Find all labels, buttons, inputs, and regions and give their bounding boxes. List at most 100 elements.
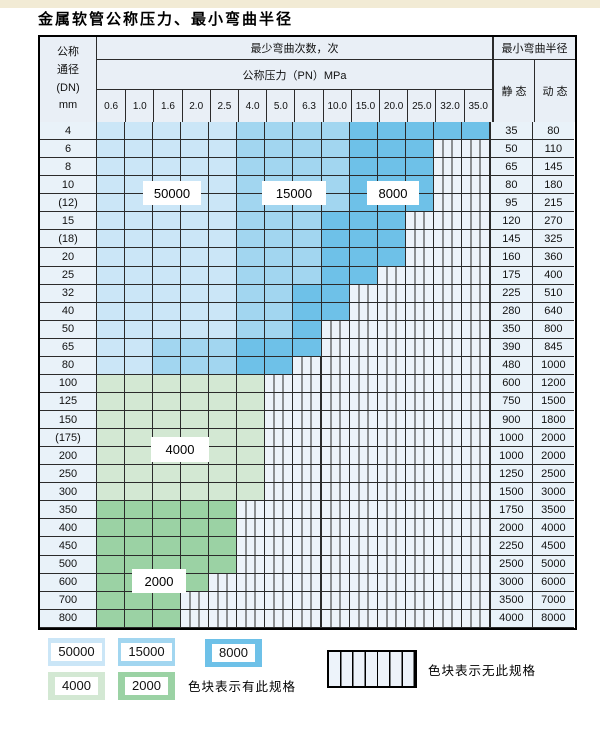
- no-spec-cell: [433, 266, 462, 285]
- spec-cell-50000: [97, 302, 126, 321]
- spec-cell-50000: [181, 284, 210, 303]
- no-spec-cell: [461, 573, 490, 592]
- spec-cell-8000: [377, 158, 406, 177]
- static-radius-value: 1000: [489, 447, 533, 466]
- spec-cell-15000: [293, 158, 322, 177]
- static-radius-value: 65: [489, 158, 533, 177]
- spec-cell-50000: [181, 230, 210, 249]
- table-row: 80 480 1000: [40, 356, 575, 375]
- label-2000: 2000: [133, 570, 185, 592]
- spec-cell-15000: [153, 338, 182, 357]
- spec-cell-8000: [377, 212, 406, 231]
- no-spec-cell: [349, 501, 378, 520]
- pressure-column-header: 25.0: [407, 90, 436, 122]
- no-spec-cell: [405, 429, 434, 448]
- spec-cell-15000: [237, 320, 266, 339]
- spec-cell-15000: [265, 302, 294, 321]
- no-spec-cell: [237, 501, 266, 520]
- table-row: 400 2000 4000: [40, 519, 575, 538]
- dn-cell: 15: [40, 212, 97, 231]
- no-spec-cell: [377, 609, 406, 628]
- no-spec-cell: [265, 501, 294, 520]
- dynamic-radius-value: 1500: [532, 392, 574, 411]
- spec-cell-50000: [209, 266, 238, 285]
- spec-cell-15000: [293, 266, 322, 285]
- dn-cell: 800: [40, 609, 97, 628]
- static-radius-value: 175: [489, 266, 533, 285]
- dn-cell: (175): [40, 429, 97, 448]
- no-spec-cell: [405, 483, 434, 502]
- no-spec-cell: [433, 411, 462, 430]
- static-radius-value: 3500: [489, 591, 533, 610]
- spec-cell-8000: [321, 230, 350, 249]
- spec-cell-50000: [125, 320, 154, 339]
- no-spec-cell: [293, 555, 322, 574]
- no-spec-cell: [377, 374, 406, 393]
- static-radius-value: 480: [489, 356, 533, 375]
- no-spec-cell: [377, 320, 406, 339]
- static-radius-value: 95: [489, 194, 533, 213]
- no-spec-cell: [461, 411, 490, 430]
- dynamic-radius-value: 5000: [532, 555, 574, 574]
- spec-cell-8000: [293, 284, 322, 303]
- spec-cell-50000: [181, 158, 210, 177]
- table-row: 40 280 640: [40, 302, 575, 321]
- pressure-column-header: 35.0: [463, 90, 492, 122]
- spec-cell-15000: [265, 122, 294, 141]
- spec-cell-4000: [97, 465, 126, 484]
- spec-cell-50000: [97, 194, 126, 213]
- spec-cell-50000: [209, 194, 238, 213]
- spec-cell-2000: [153, 591, 182, 610]
- spec-cell-4000: [97, 411, 126, 430]
- no-spec-cell: [405, 447, 434, 466]
- no-spec-cell: [433, 374, 462, 393]
- legend-swatch-8000: 8000: [205, 639, 262, 667]
- no-spec-cell: [209, 609, 238, 628]
- no-spec-cell: [321, 537, 350, 556]
- no-spec-cell: [265, 555, 294, 574]
- no-spec-cell: [237, 537, 266, 556]
- spec-cell-2000: [97, 555, 126, 574]
- pressure-column-header: 32.0: [435, 90, 464, 122]
- label-50000: 50000: [144, 182, 200, 204]
- no-spec-cell: [349, 555, 378, 574]
- spec-cell-8000: [349, 230, 378, 249]
- legend-swatch-label: 2000: [125, 677, 168, 695]
- spec-cell-4000: [97, 374, 126, 393]
- spec-cell-50000: [153, 302, 182, 321]
- dynamic-radius-value: 1800: [532, 411, 574, 430]
- no-spec-cell: [433, 248, 462, 267]
- spec-cell-50000: [125, 356, 154, 375]
- spec-cell-15000: [153, 356, 182, 375]
- spec-cell-4000: [237, 483, 266, 502]
- no-spec-cell: [349, 392, 378, 411]
- spec-cell-2000: [209, 501, 238, 520]
- no-spec-cell: [433, 230, 462, 249]
- spec-cell-4000: [237, 429, 266, 448]
- spec-cell-2000: [181, 555, 210, 574]
- no-spec-cell: [433, 519, 462, 538]
- spec-cell-4000: [97, 392, 126, 411]
- no-spec-cell: [461, 284, 490, 303]
- spec-cell-15000: [237, 266, 266, 285]
- spec-cell-50000: [97, 338, 126, 357]
- no-spec-cell: [321, 555, 350, 574]
- spec-cell-50000: [209, 248, 238, 267]
- page-title: 金属软管公称压力、最小弯曲半径: [38, 10, 294, 28]
- spec-cell-4000: [181, 483, 210, 502]
- dynamic-radius-value: 4000: [532, 519, 574, 538]
- no-spec-cell: [433, 483, 462, 502]
- no-spec-cell: [433, 338, 462, 357]
- no-spec-cell: [349, 302, 378, 321]
- no-spec-cell: [377, 392, 406, 411]
- no-spec-cell: [405, 609, 434, 628]
- static-radius-value: 2000: [489, 519, 533, 538]
- spec-cell-50000: [97, 266, 126, 285]
- no-spec-cell: [265, 429, 294, 448]
- no-spec-cell: [321, 374, 350, 393]
- table-row: 250 1250 2500: [40, 465, 575, 484]
- no-spec-cell: [321, 320, 350, 339]
- spec-cell-2000: [153, 609, 182, 628]
- dynamic-radius-value: 360: [532, 248, 574, 267]
- no-spec-cell: [461, 266, 490, 285]
